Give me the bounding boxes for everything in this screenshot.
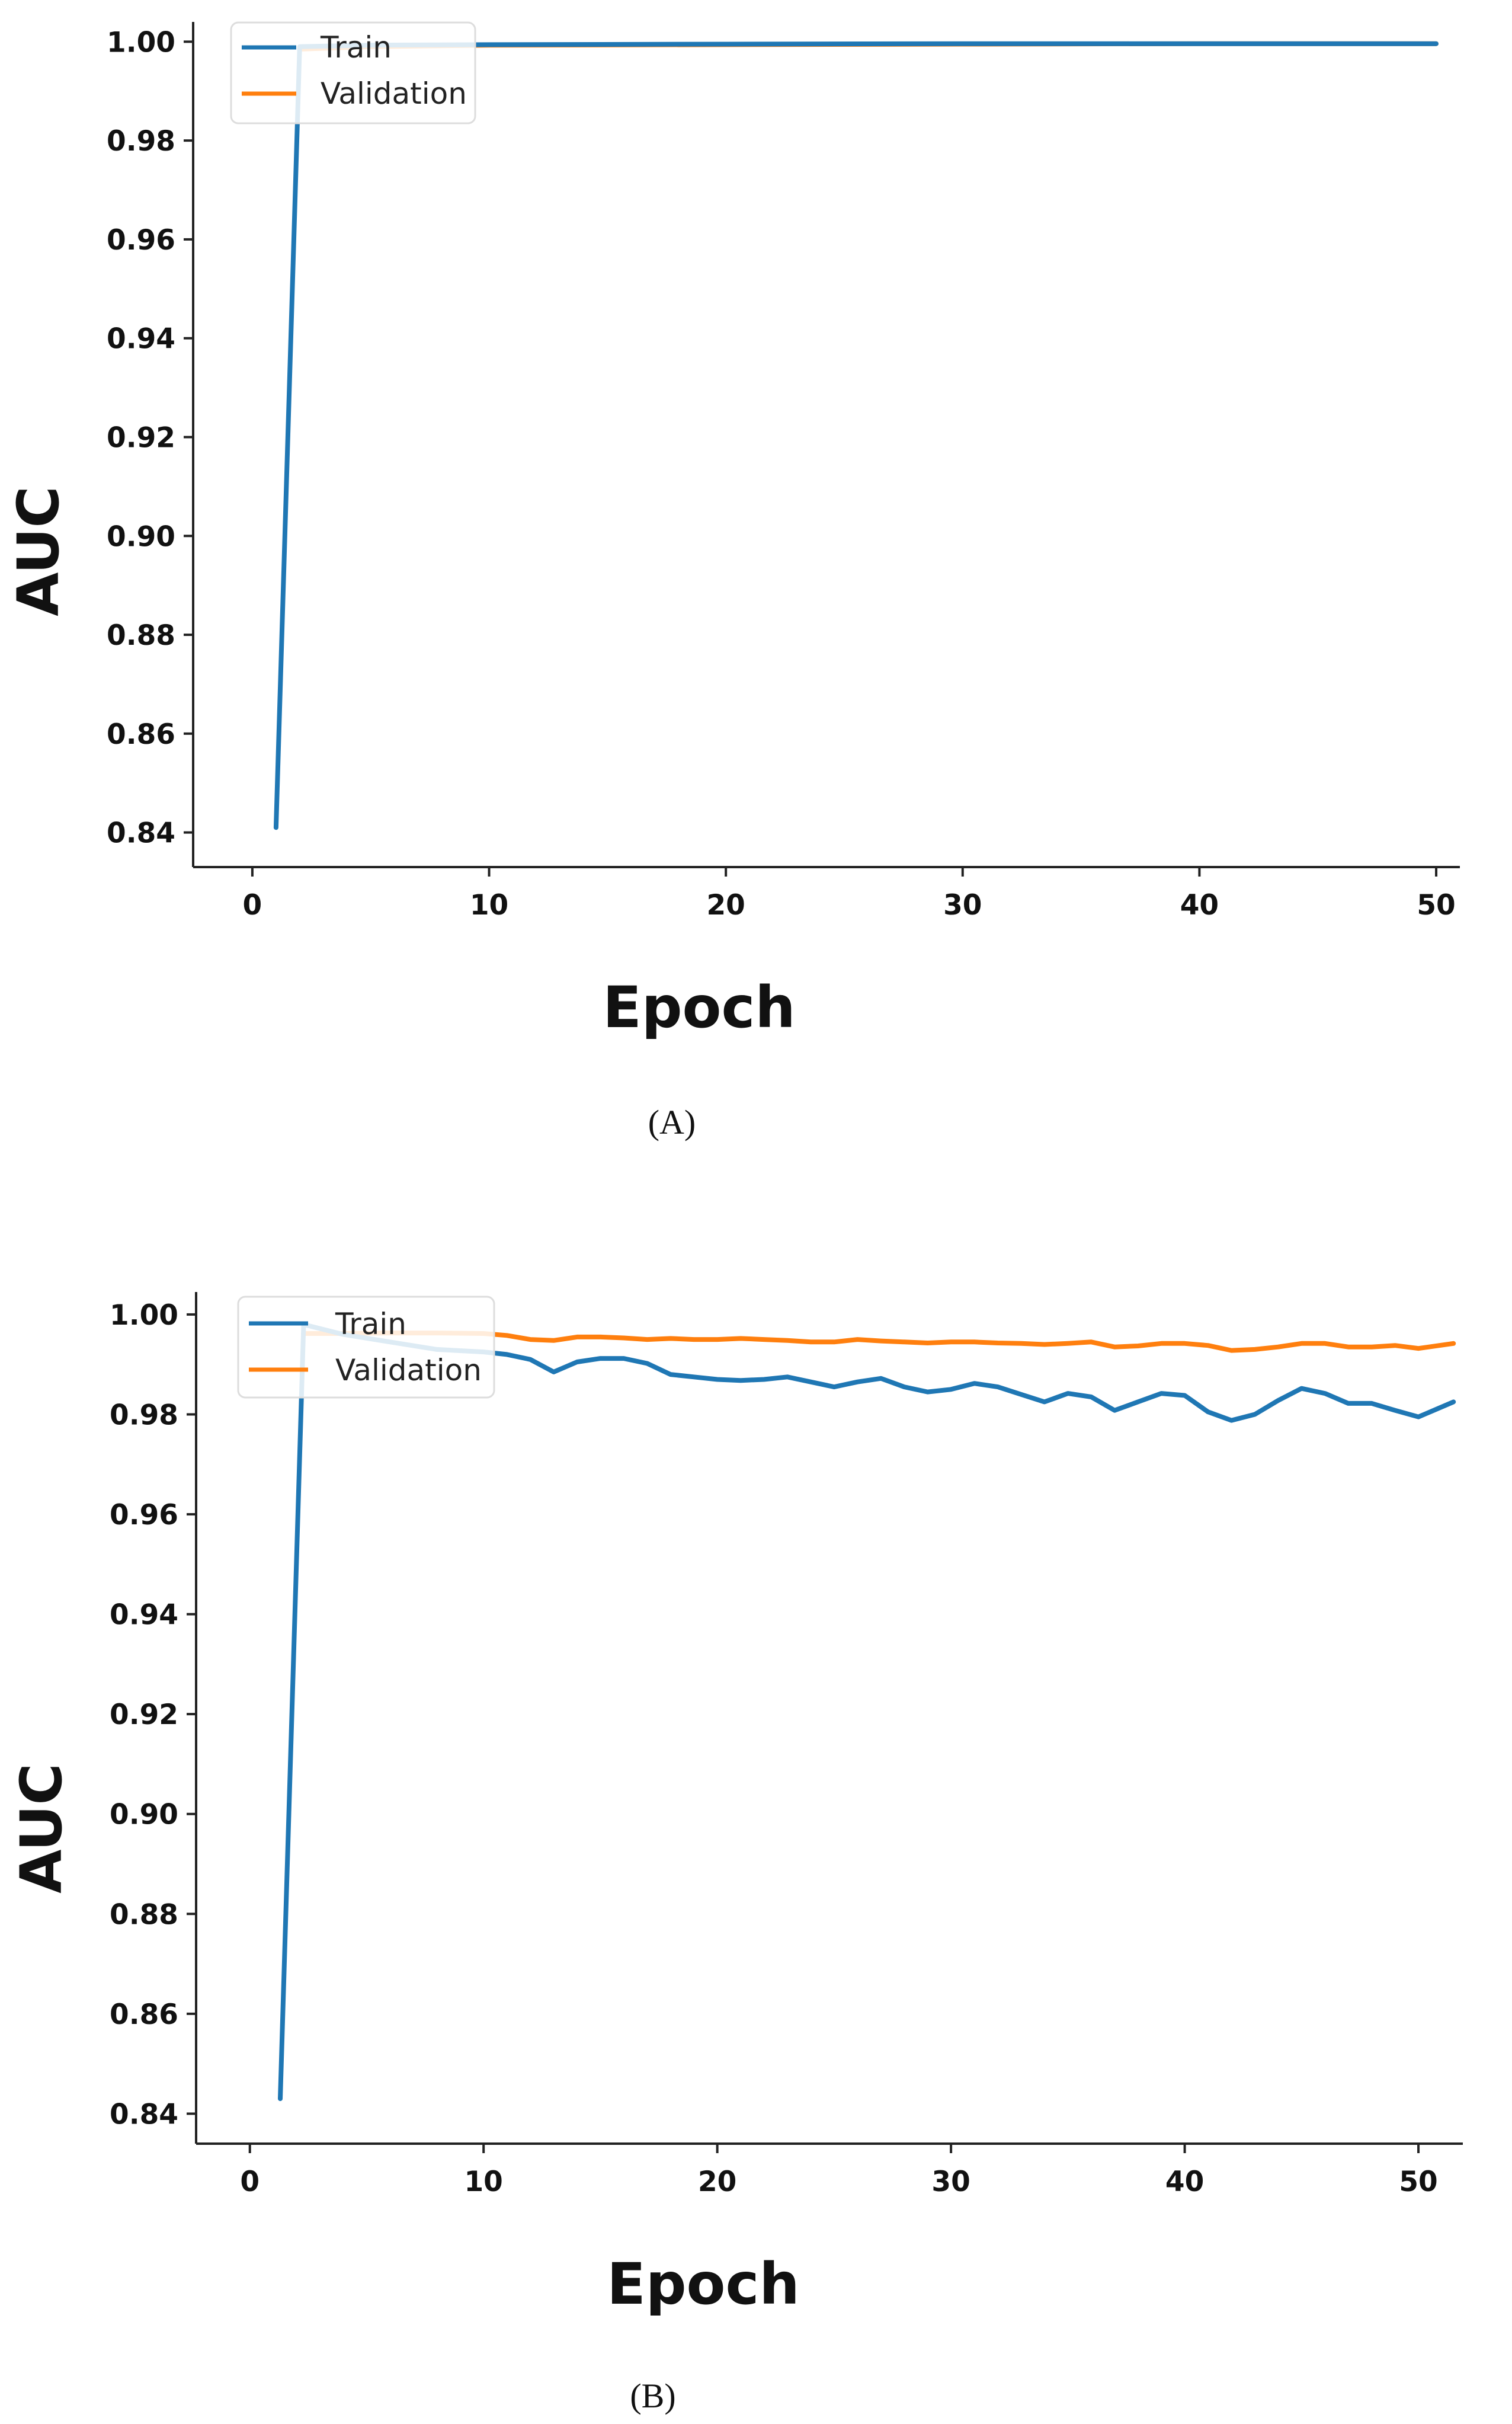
chart-b-plot	[278, 1322, 1456, 2102]
chart-a-xtick-label: 40	[1180, 889, 1219, 922]
chart-b-legend: Train Validation	[237, 1296, 495, 1399]
chart-b-xtick-label: 50	[1399, 2166, 1437, 2198]
chart-a-ytick-label: 0.84	[107, 817, 175, 850]
chart-b-ytick-label: 1.00	[110, 1299, 178, 1332]
chart-b-xtick-label: 20	[698, 2166, 736, 2198]
chart-a-ytick-label: 1.00	[107, 26, 175, 59]
chart-b-x-ticks: 0 10 20 30 40 50	[240, 2144, 1438, 2198]
chart-b-ytick-label: 0.94	[110, 1599, 178, 1632]
chart-b-series-validation	[301, 1331, 1456, 1353]
chart-a-xtick-label: 0	[243, 889, 262, 922]
chart-b-ytick-label: 0.88	[110, 1898, 178, 1931]
chart-b-ytick-label: 0.90	[110, 1799, 178, 1831]
chart-a-x-ticks: 0 10 20 30 40 50	[243, 867, 1456, 922]
chart-a-xlabel: Epoch	[603, 974, 796, 1041]
chart-b-ytick-label: 0.96	[110, 1499, 178, 1531]
chart-b-legend-train-label: Train	[335, 1307, 406, 1341]
chart-b-y-ticks: 0.84 0.86 0.88 0.90 0.92 0.94 0.96 0.98 1.00	[110, 1299, 196, 2131]
chart-b-ytick-label: 0.84	[110, 2098, 178, 2131]
chart-b-ytick-label: 0.98	[110, 1399, 178, 1431]
chart-b-caption: (B)	[630, 2377, 675, 2415]
chart-a-ytick-label: 0.90	[107, 520, 175, 553]
chart-a-y-ticks: 0.84 0.86 0.88 0.90 0.92 0.94 0.96 0.98 1.00	[107, 26, 193, 850]
chart-b-xtick-label: 40	[1165, 2166, 1204, 2198]
chart-a-ytick-label: 0.88	[107, 619, 175, 652]
chart-a-ytick-label: 0.98	[107, 125, 175, 158]
chart-a-xtick-label: 30	[943, 889, 982, 922]
chart-b: 0.84 0.86 0.88 0.90 0.92 0.94 0.96 0.98 1.00 0 10…	[8, 1292, 1463, 2415]
chart-a-ytick-label: 0.96	[107, 224, 175, 257]
chart-b-xtick-label: 10	[464, 2166, 502, 2198]
chart-b-ylabel: AUC	[8, 1763, 75, 1894]
chart-b-legend-validation-label: Validation	[335, 1353, 482, 1387]
chart-a-legend-validation-label: Validation	[321, 76, 467, 111]
chart-a-xtick-label: 10	[470, 889, 508, 922]
chart-b-xlabel: Epoch	[607, 2251, 800, 2317]
chart-a-xtick-label: 50	[1417, 889, 1455, 922]
chart-a-legend-train-label: Train	[320, 30, 392, 65]
chart-b-xtick-label: 30	[931, 2166, 970, 2198]
chart-b-ytick-label: 0.86	[110, 1998, 178, 2031]
chart-b-xtick-label: 0	[240, 2166, 260, 2198]
chart-b-ytick-label: 0.92	[110, 1699, 178, 1731]
chart-a-caption: (A)	[648, 1103, 696, 1141]
chart-a-ylabel: AUC	[5, 486, 72, 616]
chart-a-legend: Train Validation	[230, 21, 476, 124]
chart-a-ytick-label: 0.92	[107, 421, 175, 454]
chart-a-ytick-label: 0.94	[107, 323, 175, 356]
chart-a: 0.84 0.86 0.88 0.90 0.92 0.94 0.96 0.98 1.00 0 10…	[5, 21, 1460, 1141]
chart-b-series-train	[278, 1322, 1456, 2102]
chart-a-xtick-label: 20	[706, 889, 745, 922]
chart-a-ytick-label: 0.86	[107, 718, 175, 751]
